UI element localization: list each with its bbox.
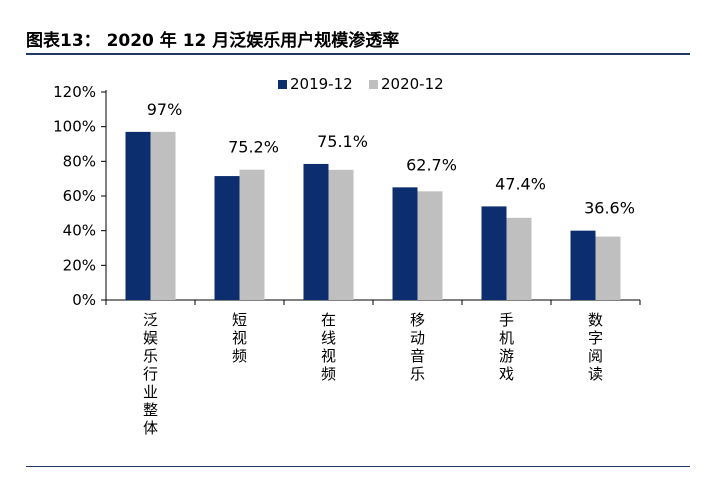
x-tick-label: 乐 <box>410 365 425 383</box>
bar-2019-12-4 <box>481 206 507 300</box>
legend-swatch <box>369 80 378 89</box>
x-tick-label: 视 <box>232 329 247 347</box>
x-tick-label: 游 <box>499 347 514 365</box>
x-tick-label: 娱 <box>143 329 158 347</box>
x-tick-label: 音 <box>410 347 425 365</box>
bar-2019-12-2 <box>303 163 329 300</box>
bar-2019-12-0 <box>125 131 151 300</box>
x-tick-label: 数 <box>588 311 603 329</box>
x-tick-label: 线 <box>321 329 336 347</box>
legend-label: 2019-12 <box>290 75 353 93</box>
data-label: 75.2% <box>228 138 279 157</box>
x-tick-label: 阅 <box>588 347 603 365</box>
bar-2020-12-3 <box>417 191 443 300</box>
x-tick-label: 泛 <box>143 311 158 329</box>
y-tick-label: 20% <box>63 256 96 274</box>
bar-2020-12-1 <box>239 169 265 300</box>
data-label: 75.1% <box>317 132 368 151</box>
x-tick-label: 乐 <box>143 347 158 365</box>
x-tick-label: 体 <box>143 419 158 437</box>
data-label: 97% <box>147 100 183 119</box>
x-tick-label: 读 <box>588 365 603 383</box>
x-tick-label: 整 <box>143 401 158 419</box>
y-tick-label: 100% <box>53 118 96 136</box>
bar-2019-12-1 <box>214 176 240 300</box>
x-tick-label: 频 <box>232 347 247 365</box>
x-tick-label: 在 <box>321 311 336 329</box>
y-tick-label: 120% <box>53 83 96 101</box>
data-label: 47.4% <box>495 174 546 193</box>
x-tick-label: 业 <box>143 383 158 401</box>
data-label: 36.6% <box>584 199 635 218</box>
x-tick-label: 视 <box>321 347 336 365</box>
x-tick-label: 字 <box>588 329 603 347</box>
bar-2020-12-2 <box>328 169 354 300</box>
bar-2020-12-4 <box>506 217 532 300</box>
x-tick-label: 移 <box>410 311 425 329</box>
x-tick-label: 频 <box>321 365 336 383</box>
figure-title: 图表13： 2020 年 12 月泛娱乐用户规模渗透率 <box>26 31 400 51</box>
bar-2019-12-3 <box>392 187 418 300</box>
x-tick-label: 戏 <box>499 365 514 383</box>
bar-2019-12-5 <box>570 230 596 300</box>
x-tick-label: 短 <box>232 311 247 329</box>
y-tick-label: 40% <box>63 222 96 240</box>
data-label: 62.7% <box>406 155 457 174</box>
bar-2020-12-5 <box>595 236 621 300</box>
x-tick-label: 手 <box>499 311 514 329</box>
y-tick-label: 60% <box>63 187 96 205</box>
y-tick-label: 80% <box>63 152 96 170</box>
title-rule <box>26 53 690 55</box>
x-tick-label: 动 <box>410 329 425 347</box>
legend-swatch <box>278 80 287 89</box>
legend-label: 2020-12 <box>381 75 444 93</box>
x-tick-label: 行 <box>143 365 158 383</box>
y-tick-label: 0% <box>72 291 96 309</box>
bar-2020-12-0 <box>150 131 176 300</box>
footer-rule <box>26 466 690 467</box>
x-tick-label: 机 <box>499 329 514 347</box>
